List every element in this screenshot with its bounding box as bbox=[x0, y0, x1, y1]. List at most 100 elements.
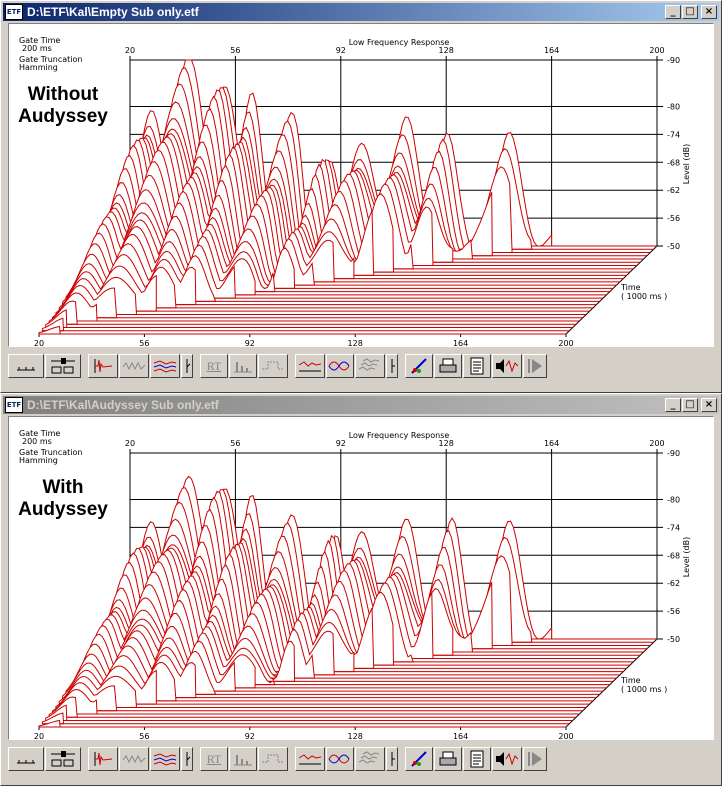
level-tick: -68 bbox=[667, 158, 680, 167]
rt-icon: RT bbox=[206, 358, 222, 373]
spectrum-button[interactable] bbox=[295, 354, 325, 378]
print-button[interactable] bbox=[434, 354, 462, 378]
gate-icon bbox=[260, 357, 286, 375]
spectrum-button[interactable] bbox=[295, 747, 325, 771]
close-button[interactable]: × bbox=[701, 398, 717, 412]
notes-button[interactable] bbox=[463, 354, 491, 378]
waterfall-slices bbox=[38, 59, 657, 335]
bottom-freq-tick: 56 bbox=[139, 339, 149, 346]
minimize-button[interactable]: _ bbox=[665, 398, 681, 412]
multi-curve-icon bbox=[152, 357, 178, 375]
gate-truncation-value: Hamming bbox=[19, 456, 58, 465]
baseline-icon bbox=[15, 359, 37, 373]
marker-button[interactable] bbox=[386, 354, 398, 378]
rt-button[interactable]: RT bbox=[200, 747, 228, 771]
maximize-button[interactable]: □ bbox=[682, 5, 698, 19]
chart-title: Low Frequency Response bbox=[349, 431, 450, 440]
level-tick: -56 bbox=[667, 607, 680, 616]
slider-icon bbox=[49, 357, 77, 375]
cursor-button[interactable] bbox=[181, 354, 193, 378]
waterfall-slice bbox=[38, 719, 61, 728]
top-freq-tick: 128 bbox=[439, 439, 454, 448]
cursor-button[interactable] bbox=[181, 747, 193, 771]
bars-button[interactable] bbox=[229, 354, 257, 378]
gate-button[interactable] bbox=[258, 747, 288, 771]
bottom-freq-tick: 20 bbox=[34, 339, 44, 346]
window-title: D:\ETF\Kal\Empty Sub only.etf bbox=[27, 5, 199, 19]
window-title: D:\ETF\Kal\Audyssey Sub only.etf bbox=[27, 398, 219, 412]
level-tick: -74 bbox=[667, 523, 680, 532]
top-freq-tick: 164 bbox=[544, 439, 559, 448]
multi-curve-button[interactable] bbox=[150, 354, 180, 378]
level-tick: -56 bbox=[667, 214, 680, 223]
minimize-button[interactable]: _ bbox=[665, 5, 681, 19]
level-tick: -62 bbox=[667, 579, 680, 588]
bottom-freq-tick: 20 bbox=[34, 732, 44, 739]
gate-icon bbox=[260, 750, 286, 768]
play-button[interactable] bbox=[523, 747, 547, 771]
speaker-button[interactable] bbox=[492, 354, 522, 378]
baseline-icon bbox=[15, 752, 37, 766]
impulse-button[interactable] bbox=[88, 354, 118, 378]
window-empty-sub[interactable]: ETF D:\ETF\Kal\Empty Sub only.etf _ □ × … bbox=[0, 0, 722, 393]
color-palette-button[interactable] bbox=[405, 747, 433, 771]
bars-icon bbox=[232, 357, 254, 375]
marker-button[interactable] bbox=[386, 747, 398, 771]
maximize-button[interactable]: □ bbox=[682, 398, 698, 412]
bottom-freq-tick: 164 bbox=[453, 732, 468, 739]
top-freq-tick: 164 bbox=[544, 46, 559, 55]
waterfall-slice bbox=[38, 325, 61, 335]
slider-button[interactable] bbox=[45, 747, 81, 771]
level-tick: -80 bbox=[667, 103, 680, 112]
print-button[interactable] bbox=[434, 747, 462, 771]
window-titlebar[interactable]: ETF D:\ETF\Kal\Audyssey Sub only.etf _ □… bbox=[3, 396, 719, 414]
level-tick: -50 bbox=[667, 635, 680, 644]
baseline-button[interactable] bbox=[8, 354, 44, 378]
waterfall-button[interactable] bbox=[355, 747, 385, 771]
bottom-freq-tick: 92 bbox=[245, 732, 255, 739]
time-label: Time bbox=[620, 283, 641, 292]
speaker-button[interactable] bbox=[492, 747, 522, 771]
bottom-freq-tick: 200 bbox=[558, 339, 573, 346]
app-icon: ETF bbox=[5, 397, 23, 413]
plot-area[interactable]: Gate Time 200 ms Gate Truncation Hamming Low… bbox=[8, 23, 714, 347]
color-palette-button[interactable] bbox=[405, 354, 433, 378]
gate-truncation-label: Gate Truncation bbox=[19, 55, 82, 64]
level-tick: -90 bbox=[667, 449, 680, 458]
waterfall-icon bbox=[357, 357, 383, 375]
multi-curve-icon bbox=[152, 750, 178, 768]
multi-curve-button[interactable] bbox=[150, 747, 180, 771]
bars-button[interactable] bbox=[229, 747, 257, 771]
gate-time-label: Gate Time bbox=[19, 36, 60, 45]
top-freq-tick: 200 bbox=[649, 46, 664, 55]
color-palette-icon bbox=[409, 750, 429, 768]
rt-button[interactable]: RT bbox=[200, 354, 228, 378]
waveform-button[interactable] bbox=[119, 747, 149, 771]
sine-icon bbox=[327, 357, 353, 375]
bottom-freq-tick: 92 bbox=[245, 339, 255, 346]
sine-icon bbox=[327, 750, 353, 768]
impulse-button[interactable] bbox=[88, 747, 118, 771]
sine-button[interactable] bbox=[326, 354, 354, 378]
baseline-button[interactable] bbox=[8, 747, 44, 771]
top-freq-tick: 20 bbox=[125, 439, 135, 448]
color-palette-icon bbox=[409, 357, 429, 375]
waveform-icon bbox=[121, 750, 147, 768]
notes-button[interactable] bbox=[463, 747, 491, 771]
time-label: Time bbox=[620, 676, 641, 685]
gate-button[interactable] bbox=[258, 354, 288, 378]
impulse-icon bbox=[92, 750, 114, 768]
slider-button[interactable] bbox=[45, 354, 81, 378]
play-button[interactable] bbox=[523, 354, 547, 378]
close-button[interactable]: × bbox=[701, 5, 717, 19]
sine-button[interactable] bbox=[326, 747, 354, 771]
play-icon bbox=[526, 357, 544, 375]
waveform-button[interactable] bbox=[119, 354, 149, 378]
bottom-freq-tick: 128 bbox=[348, 339, 363, 346]
top-freq-tick: 92 bbox=[336, 439, 346, 448]
window-titlebar[interactable]: ETF D:\ETF\Kal\Empty Sub only.etf _ □ × bbox=[3, 3, 719, 21]
plot-area[interactable]: Gate Time 200 ms Gate Truncation Hamming Low… bbox=[8, 416, 714, 740]
waterfall-button[interactable] bbox=[355, 354, 385, 378]
window-audyssey-sub[interactable]: ETF D:\ETF\Kal\Audyssey Sub only.etf _ □… bbox=[0, 393, 722, 786]
bottom-freq-tick: 164 bbox=[453, 339, 468, 346]
